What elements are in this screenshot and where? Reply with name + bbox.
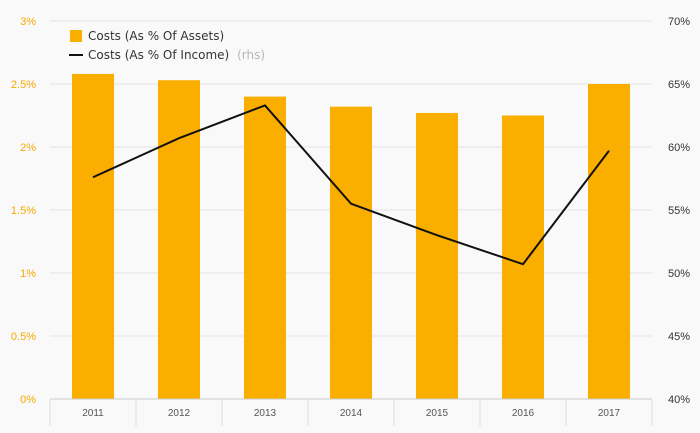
legend-swatch-assets [70,30,82,42]
x-tick-label: 2013 [254,408,277,419]
bar-series [72,73,630,400]
bar [588,84,630,399]
legend-label-rhs-suffix: (rhs) [237,48,265,62]
bar [158,80,200,399]
legend-label-assets: Costs (As % Of Assets) [88,29,224,43]
bar [416,112,458,399]
y-left-tick-label: 2% [20,142,36,154]
legend-label-income: Costs (As % Of Income) (rhs) [88,48,265,62]
axes: 0% 40% 0.5% 45% 1% 50% 1.5% 55% 2% 60% 2.5% 65% 3% 70… [11,16,690,426]
line-series [92,104,610,266]
y-right-tick-label: 50% [668,268,690,280]
y-right-tick-label: 65% [668,79,690,91]
y-right-tick-label: 40% [668,394,690,406]
x-tick-label: 2015 [426,408,449,419]
x-tick-label: 2012 [168,408,191,419]
bar [502,115,544,399]
x-tick-label: 2016 [512,408,535,419]
y-left-tick-label: 0% [20,394,36,406]
y-right-tick-label: 45% [668,331,690,343]
y-left-tick-label: 1% [20,268,36,280]
legend-label-income-text: Costs (As % Of Income) [88,48,229,62]
y-left-tick-label: 3% [20,16,36,28]
bar [72,73,114,400]
x-tick-label: 2017 [598,408,621,419]
y-left-tick-label: 0.5% [11,331,36,343]
bar [244,96,286,399]
y-right-tick-label: 60% [668,142,690,154]
y-right-tick-label: 55% [668,205,690,217]
x-tick-label: 2014 [340,408,363,419]
y-left-tick-label: 2.5% [11,79,36,91]
bar [330,106,372,400]
legend: Costs (As % Of Assets) Costs (As % Of In… [69,29,265,62]
x-tick-label: 2011 [82,408,104,419]
y-left-tick-label: 1.5% [11,205,36,217]
y-right-tick-label: 70% [668,16,690,28]
